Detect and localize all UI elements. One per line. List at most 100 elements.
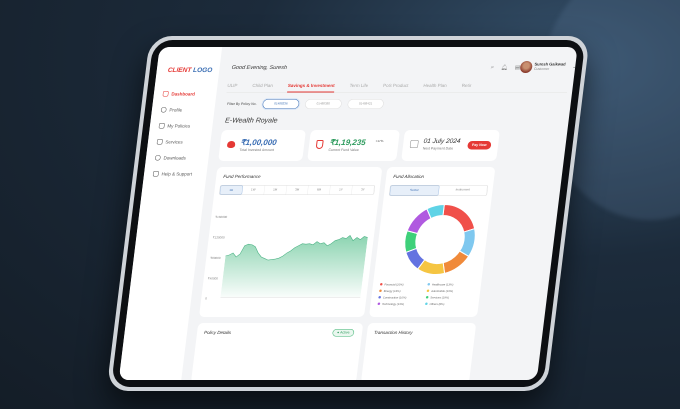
status-badge: ● Active xyxy=(332,329,355,337)
card-title: Policy Details xyxy=(203,330,232,335)
card-title: Fund Performance xyxy=(222,174,261,179)
tab-retirement[interactable]: Retir xyxy=(461,83,472,88)
client-logo: CLIENT LOGO xyxy=(167,66,213,74)
legend-label: Construction (10%) xyxy=(382,296,407,300)
toggle-instrument[interactable]: Instrument xyxy=(438,185,488,196)
range-tab-1w[interactable]: 1W xyxy=(241,185,266,195)
range-tab-3y[interactable]: 3Y xyxy=(351,185,375,195)
tab-child-plan[interactable]: Child Plan xyxy=(252,83,274,88)
pay-now-button[interactable]: Pay Now xyxy=(466,141,492,150)
help-icon xyxy=(152,171,159,177)
nav-label: Dashboard xyxy=(171,91,196,97)
legend-item: Financial (20%) xyxy=(379,283,428,287)
allocation-legend: Financial (20%) Healthcare (13%) Energy (1… xyxy=(377,283,475,306)
donut-slice[interactable] xyxy=(426,203,445,220)
app-screen: CLIENT LOGO Dashboard Profile My Policie… xyxy=(118,47,578,380)
sidebar-item-services[interactable]: Services xyxy=(156,139,184,145)
performance-area-chart xyxy=(220,235,368,298)
legend-item: Technology (13%) xyxy=(377,302,425,306)
legend-dot xyxy=(378,296,382,299)
shield-icon xyxy=(315,140,324,149)
tablet-frame: CLIENT LOGO Dashboard Profile My Policie… xyxy=(106,36,590,391)
fund-change: +17% xyxy=(375,140,384,143)
tab-term-life[interactable]: Term Life xyxy=(349,83,369,88)
policy-pill[interactable]: 01488336 xyxy=(262,99,300,109)
range-tab-1m[interactable]: 1M xyxy=(263,185,287,195)
tab-pos-product[interactable]: PoS Product xyxy=(382,83,409,88)
legend-dot xyxy=(424,302,428,305)
legend-label: Services (10%) xyxy=(430,296,450,300)
allocation-donut xyxy=(404,203,478,275)
legend-label: Energy (13%) xyxy=(383,290,401,293)
bell-icon[interactable]: 🔔︎ xyxy=(500,64,509,71)
legend-label: Others (8%) xyxy=(429,303,445,306)
legend-item: Construction (10%) xyxy=(378,296,426,300)
calendar-icon xyxy=(409,140,419,148)
legend-label: Healthcare (13%) xyxy=(431,283,454,287)
payment-date: 01 July 2024 xyxy=(423,137,461,145)
nav-label: Profile xyxy=(169,107,183,113)
legend-dot xyxy=(379,283,383,286)
profile-icon xyxy=(160,107,167,113)
invested-card: ₹1,00,000 Total Invested Amount xyxy=(218,130,306,161)
product-tabs: ULIP Child Plan Savings & Investment Ter… xyxy=(226,81,569,93)
tab-health-plan[interactable]: Health Plan xyxy=(423,83,448,88)
user-role: Customer xyxy=(533,67,550,72)
policy-pill[interactable]: 01488421 xyxy=(346,99,385,109)
legend-dot xyxy=(425,296,429,299)
range-tab-1d[interactable]: 1D xyxy=(219,185,244,195)
sidebar-item-profile[interactable]: Profile xyxy=(160,107,183,113)
piggy-bank-icon xyxy=(226,141,236,148)
home-icon xyxy=(162,91,169,97)
payment-label: Next Payment Date xyxy=(422,147,454,151)
sidebar-item-dashboard[interactable]: Dashboard xyxy=(162,91,196,97)
fund-value: ₹1,19,235 xyxy=(328,138,367,148)
legend-dot xyxy=(426,289,430,292)
transaction-history-card: Transaction History xyxy=(360,323,477,380)
policy-pill[interactable]: 01488380 xyxy=(304,99,343,109)
legend-item: Automobile (13%) xyxy=(426,289,474,293)
legend-dot xyxy=(379,289,382,292)
legend-item: Healthcare (13%) xyxy=(427,283,475,287)
nav-label: My Policies xyxy=(167,123,191,129)
legend-label: Automobile (13%) xyxy=(430,290,454,293)
download-icon xyxy=(154,155,161,161)
nav-label: Services xyxy=(165,139,184,145)
search-icon[interactable]: ⌕ xyxy=(490,64,495,70)
tab-ulip[interactable]: ULIP xyxy=(227,83,238,88)
document-icon xyxy=(158,123,165,129)
invested-label: Total Invested Amount xyxy=(239,148,275,153)
legend-item: Services (10%) xyxy=(425,296,474,300)
services-icon xyxy=(156,139,163,145)
range-tab-6m[interactable]: 6M xyxy=(307,185,331,195)
avatar[interactable] xyxy=(519,61,533,73)
sidebar-item-my-policies[interactable]: My Policies xyxy=(158,123,191,129)
fund-label: Current Fund Value xyxy=(328,148,359,153)
legend-item: Energy (13%) xyxy=(379,289,427,293)
y-tick: ₹80000 xyxy=(209,257,221,260)
range-tab-1y[interactable]: 1Y xyxy=(329,185,353,195)
y-tick: ₹40000 xyxy=(207,277,219,281)
tab-savings-investment[interactable]: Savings & Investment xyxy=(287,81,336,93)
range-tab-3m[interactable]: 3M xyxy=(285,185,309,195)
sidebar-item-help[interactable]: Help & Support xyxy=(152,171,193,177)
policy-title: E-Wealth Royale xyxy=(224,116,279,124)
user-name: Suresh Gaikwad xyxy=(534,62,566,67)
legend-dot xyxy=(427,283,431,286)
donut-slice[interactable] xyxy=(441,203,478,233)
area-series xyxy=(220,235,368,297)
fund-allocation-card: Fund Allocation Sector Instrument Financ… xyxy=(368,167,496,317)
card-title: Transaction History xyxy=(373,330,413,335)
y-tick: 0 xyxy=(205,297,208,301)
greeting: Good Evening, Suresh xyxy=(231,64,288,71)
main-content: Good Evening, Suresh ⌕ 🔔︎ ▤ Suresh Gaikwad… xyxy=(181,47,577,380)
nav-label: Downloads xyxy=(163,155,187,161)
toggle-sector[interactable]: Sector xyxy=(389,185,440,196)
policy-details-card: Policy Details ● Active xyxy=(190,323,364,380)
payment-card: 01 July 2024 Next Payment Date Pay Now xyxy=(401,130,500,161)
donut-slice[interactable] xyxy=(442,250,470,275)
y-tick: ₹160000 xyxy=(215,216,228,219)
sidebar-item-downloads[interactable]: Downloads xyxy=(154,155,187,161)
legend-label: Financial (20%) xyxy=(384,283,404,287)
area-line xyxy=(225,235,368,261)
